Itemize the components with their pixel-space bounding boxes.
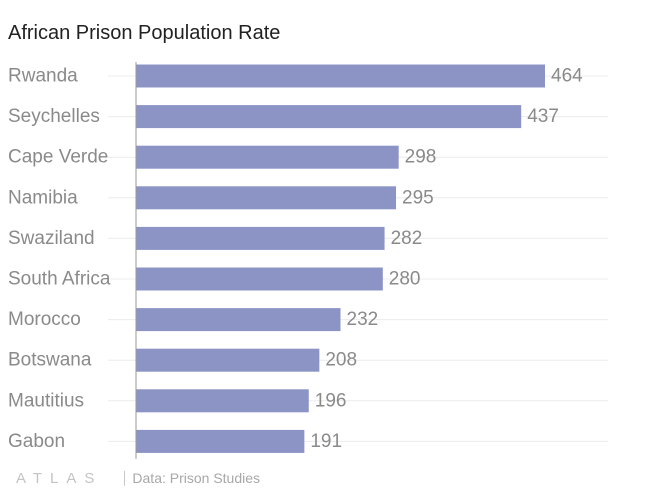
chart-title: African Prison Population Rate [8,22,281,44]
category-label-cape-verde: Cape Verde [8,147,108,168]
value-label-south-africa: 280 [389,269,421,290]
bar-cape-verde [136,145,399,169]
value-label-cape-verde: 298 [405,147,437,168]
category-label-seychelles: Seychelles [8,106,100,127]
category-label-gabon: Gabon [8,431,65,452]
chart-footer: ATLAS Data: Prison Studies [16,466,260,490]
category-label-morocco: Morocco [8,309,81,330]
value-label-mautitius: 196 [315,390,347,411]
bar-mautitius [136,389,309,413]
footer-divider [124,470,126,486]
category-label-south-africa: South Africa [8,269,111,290]
category-label-mautitius: Mautitius [8,390,84,411]
value-label-rwanda: 464 [551,66,583,87]
labels: Rwanda 464 Seychelles 437 Cape Verde 298 Namib… [8,66,583,452]
category-label-namibia: Namibia [8,187,78,208]
value-label-morocco: 232 [347,309,379,330]
category-label-botswana: Botswana [8,350,92,371]
value-label-gabon: 191 [310,431,342,452]
category-label-swaziland: Swaziland [8,228,95,249]
value-label-swaziland: 282 [391,228,423,249]
source-note: Data: Prison Studies [132,470,261,486]
bar-gabon [136,429,305,453]
atlas-logo: ATLAS [16,469,103,487]
bar-botswana [136,348,320,372]
value-label-namibia: 295 [402,187,434,208]
bar-seychelles [136,105,522,129]
category-label-rwanda: Rwanda [8,66,78,87]
grid-lines [108,75,608,442]
bar-morocco [136,308,341,332]
bar-rwanda [136,64,545,88]
value-label-seychelles: 437 [527,106,559,127]
bar-namibia [136,186,397,210]
value-label-botswana: 208 [325,350,357,371]
bar-south-africa [136,267,383,291]
bars [136,64,545,453]
bar-swaziland [136,226,385,250]
